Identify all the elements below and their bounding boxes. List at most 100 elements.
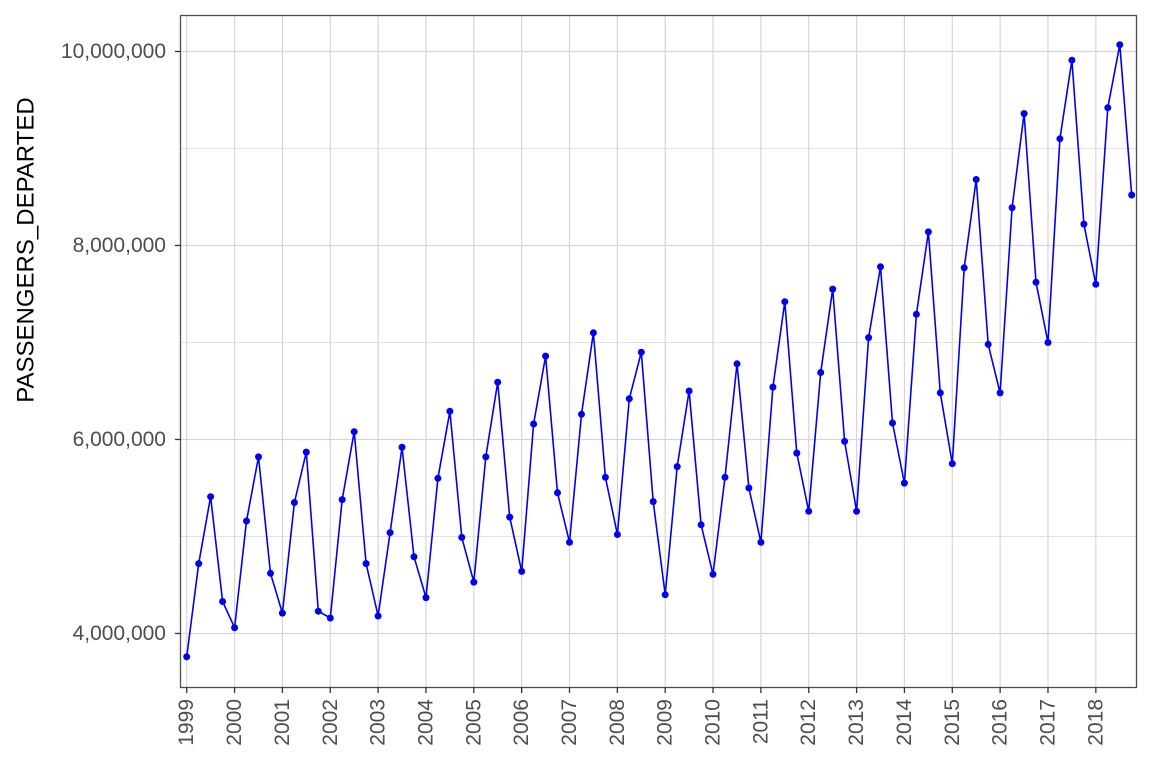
x-tick-label: 2010 xyxy=(702,699,725,746)
data-point xyxy=(458,533,466,541)
x-tick-label: 2011 xyxy=(749,699,772,744)
x-tick-label: 2006 xyxy=(510,699,533,746)
data-point xyxy=(697,521,705,529)
data-point xyxy=(817,369,825,376)
panel-border xyxy=(179,14,1138,689)
data-point xyxy=(482,453,490,461)
data-point xyxy=(805,507,813,515)
x-tick-label: 2018 xyxy=(1084,699,1107,746)
data-point xyxy=(207,493,215,501)
data-point xyxy=(601,473,609,481)
x-tick-label: 2003 xyxy=(367,699,390,746)
data-point xyxy=(865,334,873,342)
data-point xyxy=(745,484,753,492)
data-point xyxy=(1056,135,1064,143)
data-point xyxy=(853,507,861,515)
x-tick-label: 2000 xyxy=(223,699,246,746)
data-point xyxy=(948,460,956,468)
data-point xyxy=(673,463,681,471)
data-point xyxy=(900,479,908,487)
data-point xyxy=(494,378,502,386)
data-point xyxy=(255,453,262,461)
x-tick-label: 2001 xyxy=(271,699,294,746)
data-point xyxy=(398,443,406,451)
data-point xyxy=(302,448,310,456)
data-point xyxy=(326,614,334,622)
data-point xyxy=(972,176,980,183)
data-point xyxy=(589,329,597,337)
data-point xyxy=(1128,191,1136,199)
x-tick-label: 2004 xyxy=(414,699,437,746)
data-point xyxy=(338,496,346,504)
data-point xyxy=(625,395,633,403)
data-point xyxy=(243,517,250,525)
data-point xyxy=(183,653,191,661)
data-point xyxy=(374,612,382,620)
data-point xyxy=(1044,339,1052,346)
data-point xyxy=(613,531,621,538)
data-point xyxy=(984,340,992,348)
data-point xyxy=(637,348,645,356)
data-point xyxy=(518,567,526,575)
data-point xyxy=(1116,41,1124,49)
data-point xyxy=(231,624,239,632)
data-point xyxy=(470,578,478,586)
data-point xyxy=(685,387,693,395)
data-point xyxy=(877,263,884,271)
panel-background xyxy=(180,15,1137,688)
x-tick-label: 2002 xyxy=(319,699,342,746)
data-point xyxy=(267,569,274,577)
data-point xyxy=(578,410,585,418)
data-point xyxy=(410,553,418,561)
y-tick-label: 10,000,000 xyxy=(61,40,166,63)
x-tick-label: 2005 xyxy=(462,699,485,746)
x-tick-label: 2016 xyxy=(989,699,1012,746)
data-point xyxy=(422,594,430,602)
data-point xyxy=(1080,220,1088,228)
data-point xyxy=(912,310,920,318)
data-point xyxy=(769,383,777,391)
data-point xyxy=(219,598,227,605)
x-tick-label: 2007 xyxy=(558,699,581,746)
data-point xyxy=(889,419,896,427)
data-point xyxy=(1008,204,1016,212)
data-point xyxy=(661,591,669,599)
data-point xyxy=(960,264,968,272)
data-point xyxy=(530,420,538,428)
data-point xyxy=(362,560,370,568)
data-point xyxy=(386,529,394,537)
data-point xyxy=(1104,104,1112,112)
y-tick-label: 8,000,000 xyxy=(73,234,166,257)
data-point xyxy=(290,499,298,506)
data-point xyxy=(781,298,789,306)
y-tick-label: 6,000,000 xyxy=(73,428,166,451)
x-tick-label: 2014 xyxy=(893,699,916,746)
data-point xyxy=(1020,110,1028,118)
data-point xyxy=(936,389,944,397)
y-tick-label: 4,000,000 xyxy=(73,622,166,645)
x-tick-label: 2017 xyxy=(1036,699,1059,746)
data-point xyxy=(1068,56,1076,64)
data-point xyxy=(996,389,1004,397)
data-point xyxy=(434,474,442,482)
data-point xyxy=(793,449,801,457)
data-point xyxy=(314,607,322,615)
data-point xyxy=(709,570,717,578)
x-tick-label: 2015 xyxy=(941,699,964,746)
y-axis-title: PASSENGERS_DEPARTED xyxy=(13,97,40,402)
data-point xyxy=(649,498,657,506)
data-point xyxy=(757,538,765,546)
data-point xyxy=(542,352,550,360)
data-point xyxy=(841,437,849,445)
data-point xyxy=(829,285,837,293)
data-point xyxy=(566,538,573,546)
x-tick-label: 1999 xyxy=(175,699,198,746)
data-point xyxy=(1092,280,1100,288)
x-tick-label: 2012 xyxy=(797,699,820,746)
data-point xyxy=(446,407,454,415)
data-point xyxy=(924,228,932,236)
data-point xyxy=(733,360,741,368)
x-tick-label: 2013 xyxy=(845,699,868,746)
